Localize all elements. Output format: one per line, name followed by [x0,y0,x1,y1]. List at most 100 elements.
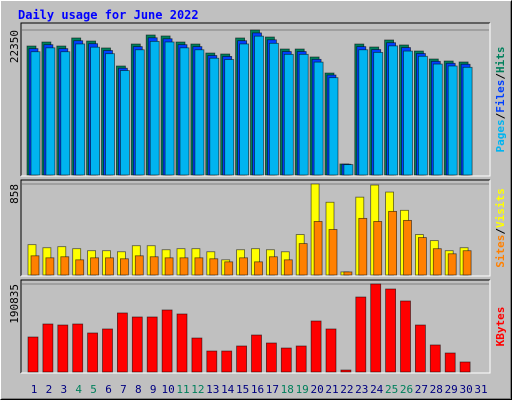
bar [254,261,263,276]
x-tick-label: 16 [251,383,264,396]
bar [164,41,175,176]
bar [254,35,264,176]
bar [239,43,250,176]
bar [30,51,41,176]
bar [72,323,84,373]
bar [355,296,367,373]
x-tick-label: 10 [161,383,174,396]
x-tick-label: 5 [90,383,97,396]
bar [57,324,69,373]
bar [295,345,307,373]
bar [385,288,397,373]
bar [313,221,323,276]
bar [191,337,203,373]
x-tick-label: 27 [415,383,428,396]
x-tick-label: 3 [60,383,67,396]
x-tick-label: 18 [281,383,294,396]
bar [388,210,398,276]
bar [90,46,100,176]
bar [236,345,248,373]
panel-frame [20,179,490,276]
bar [268,256,278,276]
bar [149,256,159,276]
legend-entry: Hits [494,47,507,74]
bar [283,259,293,276]
bar [459,361,471,373]
bar [313,61,324,176]
x-tick-label: 17 [266,383,279,396]
bar [105,53,115,176]
x-tick-label: 4 [75,383,82,396]
x-tick-label: 13 [206,383,219,396]
x-tick-label: 24 [370,383,384,396]
bar [447,65,458,176]
bar [358,217,368,276]
x-tick-label: 15 [236,383,249,396]
bar [462,250,472,276]
bar [176,313,188,373]
bar [224,261,234,276]
legend: KBytes [494,307,507,347]
legend: Pages/Files/Hits [494,47,507,153]
bar [60,256,70,276]
bar [179,257,189,276]
x-tick-label: 19 [296,383,309,396]
bar [328,229,338,276]
legend-entry: Visits [494,188,507,228]
bar [87,332,98,373]
bar [164,257,174,276]
bar [268,42,279,176]
bar [343,164,354,176]
bar [134,49,145,176]
bar [239,257,249,276]
x-tick-label: 1 [31,383,38,396]
bar [325,328,337,373]
x-tick-label: 28 [430,383,443,396]
bar [224,59,235,176]
bar [27,336,39,373]
bar [432,63,443,176]
x-tick-label: 21 [325,383,338,396]
legend-separator: / [494,73,507,80]
bar [310,320,322,373]
panel-frame [20,22,490,176]
bar [120,70,130,176]
x-tick-label: 11 [176,383,189,396]
panel-frame [20,279,490,373]
bar [131,316,143,373]
bar [45,47,56,176]
legend-separator: / [494,112,507,119]
legend-entry: Sites [494,235,507,268]
bar [370,283,382,373]
panel-frame [21,23,491,177]
bar [400,300,411,373]
bar [298,53,309,176]
x-tick-label: 12 [191,383,204,396]
bar [102,328,113,373]
bar [298,243,308,276]
bar [206,350,218,373]
bar [134,255,144,276]
bar [161,309,173,373]
bar [373,221,383,276]
bar [194,49,205,176]
y-tick-label: 858 [8,184,21,204]
bar [221,350,233,373]
legend-entry: Files [494,80,507,113]
bar [90,257,99,276]
bar [388,45,399,176]
bar [444,352,456,373]
x-tick-label: 14 [221,383,235,396]
x-tick-label: 6 [105,383,112,396]
bar [414,324,426,373]
x-tick-label: 8 [135,383,142,396]
bar [179,47,190,176]
x-tick-label: 23 [355,383,368,396]
chart-title: Daily usage for June 2022 [18,8,199,22]
bar [358,49,369,176]
bar [209,258,219,276]
x-tick-label: 29 [445,383,458,396]
bar [117,312,128,373]
bar [105,257,114,276]
